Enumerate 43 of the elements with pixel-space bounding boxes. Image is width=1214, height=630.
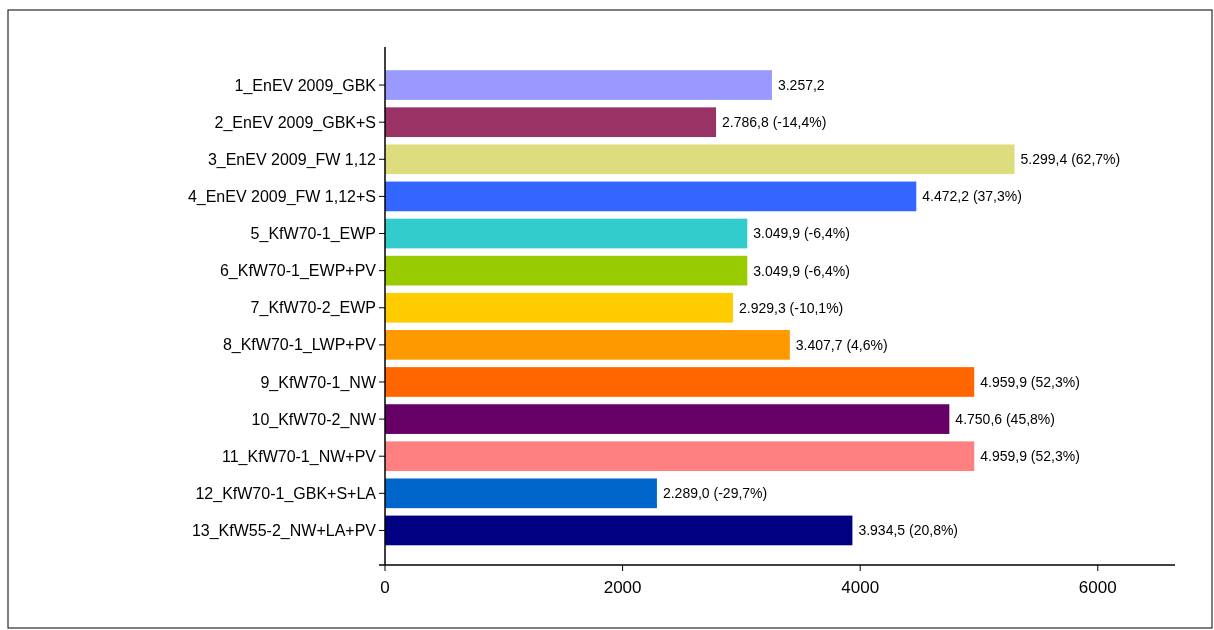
bar <box>385 255 748 286</box>
data-label: 4.959,9 (52,3%) <box>980 448 1080 465</box>
data-label: 3.407,7 (4,6%) <box>795 336 888 353</box>
data-label: 4.472,2 (37,3%) <box>922 188 1022 205</box>
bar <box>385 367 975 397</box>
y-tick-label: 9_KfW70-1_NW <box>260 373 377 392</box>
y-tick-label: 1_EnEV 2009_GBK <box>234 76 377 95</box>
bar <box>385 441 975 472</box>
data-label: 5.299,4 (62,7%) <box>1020 151 1121 168</box>
data-label: 3.257,2 <box>777 76 825 93</box>
data-label: 4.750,6 (45,8%) <box>955 411 1055 427</box>
bar <box>385 107 717 138</box>
data-label: 2.786,8 (-14,4%) <box>722 114 827 131</box>
bar <box>385 218 748 249</box>
bar <box>385 70 772 100</box>
y-tick-label: 4_EnEV 2009_FW 1,12+S <box>187 188 376 206</box>
y-tick-label: 7_KfW70-2_EWP <box>250 299 376 318</box>
y-tick-label: 5_KfW70-1_EWP <box>250 225 376 244</box>
bar <box>385 292 733 323</box>
data-label: 4.959,9 (52,3%) <box>980 373 1080 390</box>
bar <box>385 181 917 212</box>
bar <box>385 478 657 509</box>
data-label: 2.289,0 (-29,7%) <box>662 485 768 502</box>
y-tick-label: 10_KfW70-2_NW <box>251 410 377 429</box>
bar <box>385 404 950 434</box>
x-tick-label: 0 <box>380 578 390 597</box>
y-tick-label: 2_EnEV 2009_GBK+S <box>214 113 376 132</box>
data-label: 3.049,9 (-6,4%) <box>753 225 850 242</box>
bar <box>385 330 790 360</box>
y-tick-label: 12_KfW70-1_GBK+S+LA <box>195 484 377 503</box>
x-tick-label: 6000 <box>1078 578 1117 597</box>
y-tick-label: 13_KfW55-2_NW+LA+PV <box>191 522 377 541</box>
x-tick-label: 4000 <box>841 578 880 597</box>
y-tick-label: 3_EnEV 2009_FW 1,12 <box>207 150 377 169</box>
y-tick-label: 11_KfW70-1_NW+PV <box>222 447 377 466</box>
data-label: 3.934,5 (20,8%) <box>858 522 959 539</box>
y-tick-label: 8_KfW70-1_LWP+PV <box>222 336 377 355</box>
x-tick-label: 2000 <box>603 578 642 597</box>
data-label: 3.049,9 (-6,4%) <box>753 262 850 279</box>
y-tick-label: 6_KfW70-1_EWP+PV <box>219 262 377 281</box>
bar <box>385 144 1015 175</box>
bar <box>385 515 853 546</box>
data-label: 2.929,3 (-10,1%) <box>738 299 844 316</box>
